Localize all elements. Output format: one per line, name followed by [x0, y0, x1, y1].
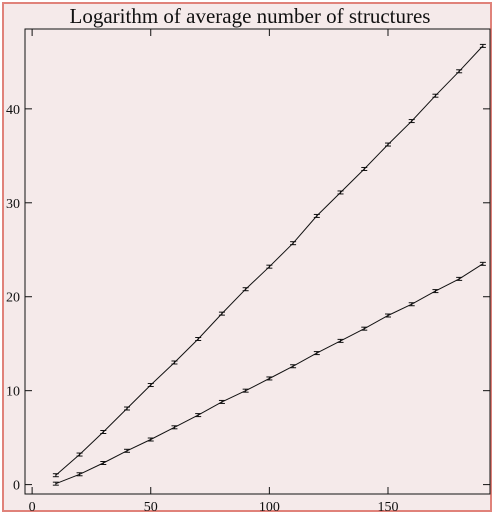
data-point-1-1 — [76, 472, 83, 477]
data-point-1-4 — [147, 437, 154, 442]
y-tick-label-3: 30 — [6, 197, 20, 212]
data-point-1-10 — [290, 364, 297, 369]
data-point-0-10 — [290, 241, 297, 246]
data-point-0-16 — [432, 93, 439, 98]
data-point-1-3 — [124, 448, 131, 453]
series-group — [52, 43, 486, 486]
y-tick-label-4: 40 — [6, 103, 20, 118]
data-point-1-18 — [479, 261, 486, 266]
data-point-0-3 — [124, 406, 131, 411]
data-point-0-12 — [337, 190, 344, 195]
data-point-1-6 — [195, 413, 202, 418]
x-tick-label-1: 50 — [144, 500, 158, 515]
chart-title: Logarithm of average number of structure… — [70, 4, 431, 28]
data-point-0-17 — [456, 69, 463, 74]
data-point-0-1 — [76, 452, 83, 457]
data-point-1-8 — [242, 388, 249, 393]
data-point-1-11 — [313, 351, 320, 356]
data-point-0-5 — [171, 360, 178, 365]
data-point-1-16 — [432, 289, 439, 294]
data-point-0-11 — [313, 213, 320, 218]
y-tick-label-1: 10 — [6, 385, 20, 400]
data-point-1-7 — [218, 399, 225, 404]
data-point-1-13 — [361, 326, 368, 331]
data-point-1-9 — [266, 376, 273, 381]
data-point-0-0 — [52, 473, 59, 478]
data-point-1-5 — [171, 425, 178, 430]
x-tick-label-3: 150 — [377, 500, 398, 515]
data-point-0-18 — [479, 43, 486, 48]
data-point-0-13 — [361, 166, 368, 171]
series-line-1 — [55, 263, 484, 485]
data-point-0-6 — [195, 337, 202, 341]
data-point-1-12 — [337, 338, 344, 343]
chart-frame — [2, 2, 492, 512]
data-point-1-17 — [456, 276, 463, 281]
data-point-0-4 — [147, 383, 154, 388]
x-tick-label-0: 0 — [29, 500, 36, 515]
data-point-1-2 — [100, 461, 107, 465]
plot-area — [24, 28, 491, 495]
y-tick-label-0: 0 — [13, 479, 20, 494]
data-point-0-8 — [242, 287, 249, 292]
data-point-0-2 — [100, 430, 107, 434]
data-point-0-14 — [384, 142, 391, 147]
x-tick-label-2: 100 — [259, 500, 280, 515]
data-point-1-0 — [52, 481, 59, 486]
data-point-0-7 — [218, 311, 225, 316]
y-tick-label-2: 20 — [6, 291, 20, 306]
axis-ticks: 0 50 100 150 0 10 20 30 40 — [6, 29, 490, 515]
data-point-0-15 — [408, 119, 415, 124]
series-line-0 — [55, 45, 484, 476]
data-point-0-9 — [266, 264, 273, 269]
data-point-1-14 — [384, 313, 391, 318]
data-point-1-15 — [408, 302, 415, 307]
